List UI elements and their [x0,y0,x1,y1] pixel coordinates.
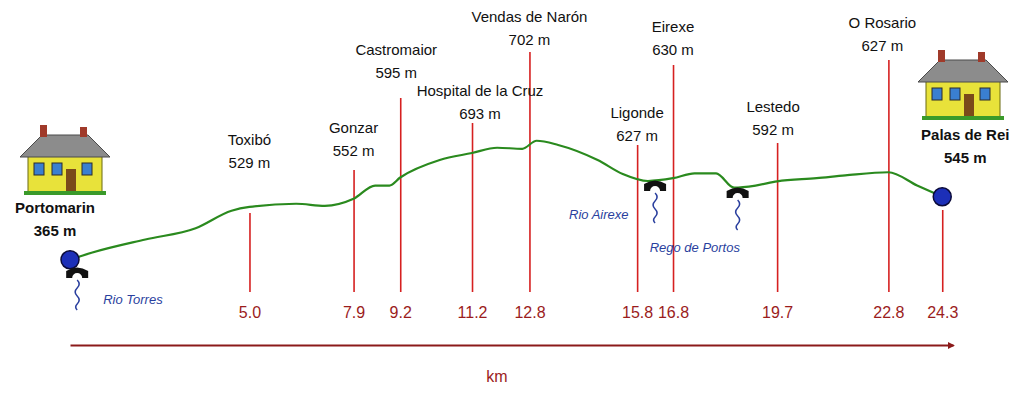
end-markers [61,188,951,269]
house-body [926,80,1000,118]
place-elevation: 702 m [509,31,551,48]
place-name: Portomarin [15,199,95,216]
house-door [66,169,76,193]
house-door [964,94,974,118]
house-window [34,163,44,175]
x-tick-label: 11.2 [458,304,488,321]
river-label: Rio Torres [103,292,163,307]
x-tick-label: 24.3 [927,304,958,321]
x-tick-line [472,123,474,292]
x-tick: 24.3 [927,210,958,321]
x-tick-label: 12.8 [514,304,545,321]
house-base [922,116,1004,120]
house-window [82,163,92,175]
river-label: Rego de Portos [650,240,741,255]
place-name: O Rosario [849,14,917,31]
house-chimney [40,125,47,137]
house-window [950,88,960,100]
place-elevation: 592 m [752,121,794,138]
house-icon [20,125,110,195]
x-tick-label: 15.8 [622,304,653,321]
x-tick-label: 22.8 [873,304,904,321]
x-tick: 9.2 [390,98,412,321]
stage-end-marker [933,188,951,206]
x-tick-label: 7.9 [343,304,365,321]
x-tick: 22.8 [873,60,904,321]
place-elevation: 630 m [652,41,694,58]
place-name: Eirexe [652,18,695,35]
place-elevation: 627 m [616,127,658,144]
place-name: Gonzar [329,119,378,136]
river-icon [653,193,657,223]
house-base [24,191,106,195]
x-tick-label: 16.8 [658,304,689,321]
x-tick-label: 9.2 [390,304,412,321]
x-tick-line [249,213,251,292]
chart: 5.0 7.9 9.2 11.2 12.8 15.8 16.8 19.7 22.8 24.3 km R… [0,0,1024,394]
bridge-icon [644,181,666,192]
place-name: Vendas de Narón [471,8,587,25]
bridge-icon [727,188,749,199]
river-label: Rio Airexe [569,207,628,222]
place-name: Palas de Rei [921,126,1009,143]
place-name: Ligonde [610,104,663,121]
house-window [52,163,62,175]
place-labels: Portomarin 365 m Toxibó 529 m Gonzar 552 m Cas… [15,8,1009,239]
x-tick-label: 5.0 [239,304,261,321]
place-name: Toxibó [228,131,271,148]
x-axis-title: km [486,368,507,385]
place-name: Castromaior [355,41,437,58]
place-elevation: 627 m [862,37,904,54]
x-tick-line [777,143,779,292]
place-elevation: 693 m [459,105,501,122]
house-body [28,155,102,193]
x-axis-line [71,344,954,346]
house-roof [918,60,1008,82]
place-name: Hospital de la Cruz [417,82,544,99]
x-axis: 5.0 7.9 9.2 11.2 12.8 15.8 16.8 19.7 22.8 24.3 [71,52,959,346]
plot-area [70,141,942,260]
bridge-icon [66,268,88,279]
x-tick: 15.8 [622,145,653,321]
house-window [932,88,942,100]
house-window [980,88,990,100]
house-chimney [80,127,87,137]
x-tick-label: 19.7 [762,304,793,321]
place-elevation: 545 m [944,149,987,166]
elevation-line [70,141,942,260]
house-roof [20,135,110,157]
x-tick-line [353,170,355,292]
x-tick-line [888,60,890,292]
place-elevation: 529 m [229,154,271,171]
river-icon [736,200,740,230]
river-icon [75,280,79,310]
stage-end-marker [61,251,79,269]
place-elevation: 595 m [375,64,417,81]
place-name: Lestedo [746,98,799,115]
house-chimney [938,50,945,62]
rivers: Rio Torres Rio Airexe Rego de Portos [66,181,748,311]
house-icon [918,50,1008,120]
house-chimney [978,52,985,62]
x-tick-line [400,98,402,292]
x-tick: 19.7 [762,143,793,321]
x-tick: 5.0 [239,213,261,321]
x-tick-line [942,210,944,292]
place-elevation: 552 m [333,142,375,159]
place-elevation: 365 m [34,222,77,239]
x-tick-line [637,145,639,292]
